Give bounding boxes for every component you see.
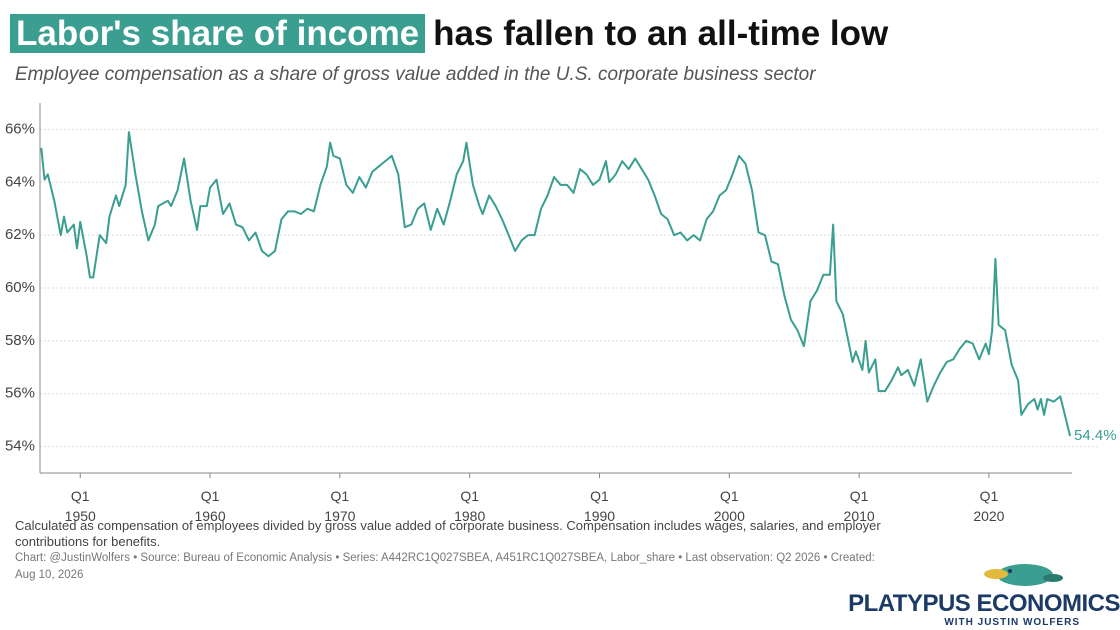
x-tick-label: Q1 1980 — [454, 488, 486, 524]
y-tick-label: 64% — [5, 173, 35, 190]
y-tick-label: 60% — [5, 279, 35, 296]
logo-tagline: WITH JUSTIN WOLFERS — [944, 617, 1080, 628]
x-tick-label: Q1 2010 — [843, 488, 875, 524]
y-tick-label: 54% — [5, 438, 35, 455]
x-tick-label: Q1 1950 — [64, 488, 96, 524]
logo-platypus — [984, 564, 1063, 586]
credit: Chart: @JustinWolfers • Source: Bureau o… — [15, 552, 875, 581]
x-tick-label: Q1 1970 — [324, 488, 356, 524]
footnote: Calculated as compensation of employees … — [15, 518, 881, 549]
x-tick-label: Q1 2000 — [713, 488, 745, 524]
y-tick-label: 58% — [5, 332, 35, 349]
y-tick-label: 66% — [5, 120, 35, 137]
x-tick-label: Q1 1990 — [583, 488, 616, 524]
chart-title: Labor's share of income has fallen to an … — [10, 14, 888, 54]
x-tick-label: Q1 1960 — [194, 488, 226, 524]
title-highlight: Labor's share of income — [10, 14, 426, 53]
y-tick-label: 56% — [5, 385, 35, 402]
title-rest: has fallen to an all-time low — [433, 14, 889, 53]
value-label: 54.4% — [1074, 427, 1117, 444]
logo-name: PLATYPUS ECONOMICS — [848, 590, 1120, 617]
y-tick-label: 62% — [5, 226, 35, 243]
x-tick-label: Q1 2020 — [973, 488, 1005, 524]
line-series — [40, 131, 1072, 437]
chart-subtitle: Employee compensation as a share of gros… — [15, 64, 816, 85]
